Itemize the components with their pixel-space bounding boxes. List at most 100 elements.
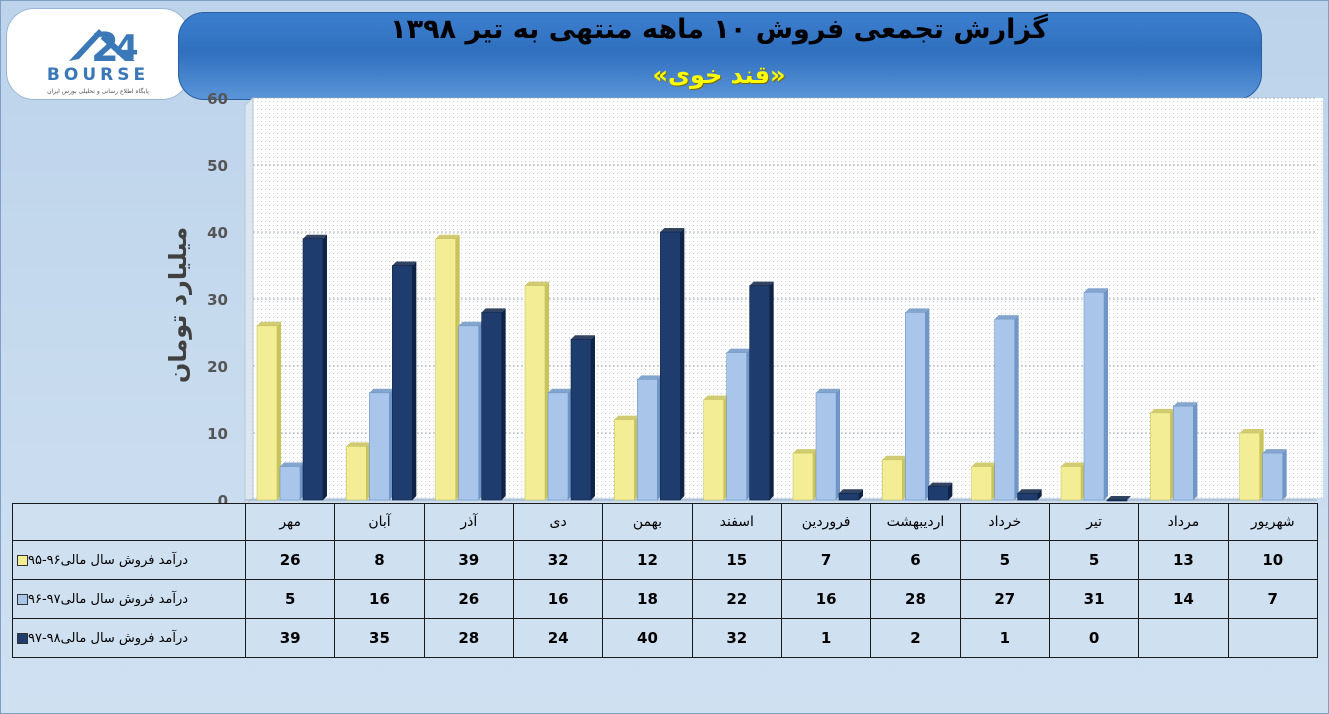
- legend-swatch: [17, 554, 28, 566]
- bourse-24-logo-icon: 2 4 BOURSE پایگاه اطلاع رسانی و تحلیلی ب…: [47, 25, 149, 95]
- bar-s1-9: [1060, 462, 1085, 501]
- category-label: دی: [512, 503, 604, 541]
- bar-s1-2: [435, 234, 460, 501]
- data-label: 28: [870, 579, 961, 619]
- data-label: 10: [1227, 540, 1318, 580]
- category-label: شهریور: [1227, 503, 1318, 541]
- data-label: 15: [691, 540, 782, 580]
- category-label: فروردین: [780, 503, 872, 541]
- legend-label: درآمد فروش سال مالی۹۸-۹۷: [28, 630, 189, 646]
- bar-s2-1: [369, 388, 394, 501]
- data-label: 7: [780, 540, 872, 580]
- data-label: 26: [244, 540, 336, 580]
- bar-s3-7: [928, 482, 953, 501]
- category-label: تیر: [1048, 503, 1140, 541]
- bar-s2-6: [815, 388, 840, 501]
- category-label: مرداد: [1138, 503, 1229, 541]
- data-label: 16: [780, 579, 872, 619]
- bar-s2-4: [637, 375, 662, 501]
- bar-s1-10: [1150, 408, 1175, 501]
- bar-s2-11: [1262, 449, 1287, 501]
- legend-entry: درآمد فروش سال مالی۹۷-۹۶: [12, 579, 246, 619]
- legend-label: درآمد فروش سال مالی۹۶-۹۵: [28, 552, 189, 568]
- legend-swatch: [17, 593, 28, 605]
- bar-s3-3: [570, 335, 595, 501]
- y-axis-label: میلیارد تومان: [164, 227, 192, 383]
- table-category-row: مهر آبان آذر دی بهمن اسفند فروردین اردیبهشت خردا…: [12, 503, 1318, 541]
- data-label: 18: [602, 579, 693, 619]
- data-label: 31: [1048, 579, 1140, 619]
- bar-s1-8: [971, 462, 996, 501]
- y-tick-label: 0: [218, 492, 228, 510]
- data-label: 14: [1138, 579, 1229, 619]
- bar-s1-11: [1239, 429, 1264, 501]
- data-label: 7: [1227, 579, 1318, 619]
- y-tick-label: 10: [207, 425, 228, 443]
- category-label: مهر: [244, 503, 336, 541]
- data-label: 22: [691, 579, 782, 619]
- table-row: درآمد فروش سال مالی۹۶-۹۵ 26 8 39 32 12 15 7 6 5 5 1…: [12, 540, 1318, 580]
- data-label: 1: [959, 618, 1050, 658]
- bar-s2-8: [994, 315, 1019, 501]
- svg-text:2: 2: [91, 25, 119, 71]
- bar-s1-6: [792, 449, 817, 501]
- data-label: 0: [1048, 618, 1140, 658]
- category-label: اسفند: [691, 503, 782, 541]
- bar-s2-10: [1173, 402, 1198, 501]
- bar-s2-0: [279, 462, 304, 501]
- bar-s2-3: [547, 388, 572, 501]
- title-banner: [178, 12, 1262, 100]
- data-label: 16: [334, 579, 425, 619]
- data-label: 6: [870, 540, 961, 580]
- plot-background: [253, 98, 1323, 498]
- plot-side-wall: [244, 96, 254, 507]
- page-title: گزارش تجمعی فروش ۱۰ ماهه منتهی به تیر ۱۳…: [390, 14, 1048, 45]
- legend-entry: درآمد فروش سال مالی۹۸-۹۷: [12, 618, 246, 658]
- data-label: 13: [1138, 540, 1229, 580]
- category-label: اردیبهشت: [870, 503, 961, 541]
- bar-s3-4: [660, 228, 685, 501]
- data-label: 24: [512, 618, 604, 658]
- y-tick-label: 30: [207, 291, 228, 309]
- bar-s1-0: [256, 321, 281, 501]
- bar-s3-1: [392, 261, 417, 501]
- data-label: 40: [602, 618, 693, 658]
- legend-entry: درآمد فروش سال مالی۹۶-۹۵: [12, 540, 246, 580]
- bar-s1-4: [614, 415, 639, 501]
- y-tick-label: 20: [207, 358, 228, 376]
- bar-s1-5: [703, 395, 728, 501]
- logo-caption: پایگاه اطلاع رسانی و تحلیلی بورس ایران: [47, 87, 149, 95]
- y-tick-label: 50: [207, 157, 228, 175]
- data-label: 5: [244, 579, 336, 619]
- bar-s2-2: [458, 321, 483, 501]
- data-label: [1138, 618, 1229, 658]
- data-label: 16: [512, 579, 604, 619]
- data-label: [1227, 618, 1318, 658]
- data-label: 27: [959, 579, 1050, 619]
- bar-s2-7: [905, 308, 930, 501]
- logo-wordmark: BOURSE: [47, 65, 149, 85]
- bar-s3-9: [1106, 496, 1131, 502]
- bar-s3-6: [838, 489, 863, 501]
- bar-s3-5: [749, 281, 774, 501]
- category-label: بهمن: [602, 503, 693, 541]
- bar-s3-2: [481, 308, 506, 501]
- data-label: 2: [870, 618, 961, 658]
- data-table: مهر آبان آذر دی بهمن اسفند فروردین اردیبهشت خردا…: [12, 503, 1318, 658]
- svg-text:4: 4: [115, 28, 139, 68]
- logo: 2 4 BOURSE پایگاه اطلاع رسانی و تحلیلی ب…: [6, 8, 190, 100]
- table-corner-cell: [12, 503, 246, 541]
- bar-s1-1: [346, 442, 371, 501]
- bar-s3-0: [302, 234, 327, 501]
- page-subtitle: «قند خوی»: [652, 61, 786, 89]
- table-row: درآمد فروش سال مالی۹۸-۹۷ 39 35 28 24 40 32 1 2 1 0: [12, 618, 1318, 658]
- data-label: 5: [959, 540, 1050, 580]
- category-label: آذر: [423, 503, 514, 541]
- bar-s1-7: [882, 455, 907, 501]
- data-label: 39: [244, 618, 336, 658]
- data-label: 28: [423, 618, 514, 658]
- data-label: 5: [1048, 540, 1140, 580]
- table-row: درآمد فروش سال مالی۹۷-۹۶ 5 16 26 16 18 22 16 28 2…: [12, 579, 1318, 619]
- data-label: 1: [780, 618, 872, 658]
